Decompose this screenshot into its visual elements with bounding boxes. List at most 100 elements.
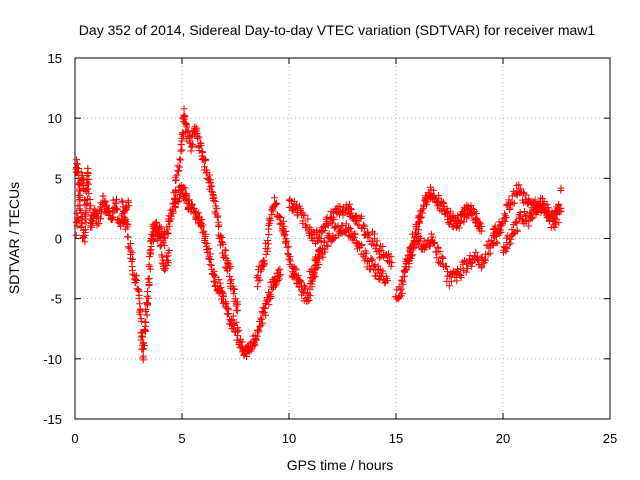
data-point — [143, 311, 151, 319]
data-point — [481, 255, 489, 263]
data-point — [294, 272, 302, 280]
data-point — [73, 160, 81, 168]
data-point — [207, 187, 215, 195]
data-point — [320, 237, 328, 245]
data-point — [149, 236, 157, 244]
data-point — [220, 292, 228, 300]
data-point — [416, 219, 424, 227]
data-point — [164, 229, 172, 237]
data-point — [408, 252, 416, 260]
data-point — [280, 222, 288, 230]
data-point — [203, 249, 211, 257]
data-point — [213, 213, 221, 221]
data-point — [181, 113, 189, 121]
data-point — [346, 200, 354, 208]
data-point — [165, 222, 173, 230]
data-point — [180, 183, 188, 191]
x-axis-label: GPS time / hours — [287, 457, 394, 473]
data-point — [489, 241, 497, 249]
data-point — [309, 266, 317, 274]
data-point — [218, 239, 226, 247]
data-point — [144, 275, 152, 283]
data-point — [285, 255, 293, 263]
data-point — [188, 142, 196, 150]
data-point — [522, 191, 530, 199]
data-point — [201, 157, 209, 165]
data-point — [305, 297, 313, 305]
data-point — [174, 167, 182, 175]
data-point — [225, 306, 233, 314]
data-point — [195, 133, 203, 141]
data-point — [455, 224, 463, 232]
data-point — [197, 142, 205, 150]
data-point — [464, 264, 472, 272]
data-point — [76, 191, 84, 199]
data-point — [315, 260, 323, 268]
data-point — [183, 192, 191, 200]
data-point — [434, 243, 442, 251]
data-point — [217, 232, 225, 240]
data-point — [99, 192, 107, 200]
data-point — [468, 262, 476, 270]
data-point — [279, 217, 287, 225]
data-point — [161, 266, 169, 274]
data-point — [330, 234, 338, 242]
data-point — [81, 215, 89, 223]
data-point — [460, 218, 468, 226]
data-point — [457, 271, 465, 279]
data-point — [234, 332, 242, 340]
data-point — [421, 245, 429, 253]
data-point — [162, 265, 170, 273]
data-point — [228, 276, 236, 284]
data-point — [82, 219, 90, 227]
data-point — [321, 248, 329, 256]
data-point — [502, 214, 510, 222]
data-point — [180, 105, 188, 113]
data-point — [478, 222, 486, 230]
data-point — [331, 224, 339, 232]
data-point — [310, 269, 318, 277]
data-point — [76, 181, 84, 189]
data-point — [178, 146, 186, 154]
data-point — [474, 252, 482, 260]
data-point — [119, 203, 127, 211]
data-point — [267, 217, 275, 225]
data-point — [275, 272, 283, 280]
data-point — [555, 219, 563, 227]
data-point — [158, 259, 166, 267]
data-point — [257, 314, 265, 322]
data-point — [376, 254, 384, 262]
data-point — [195, 209, 203, 217]
data-point — [502, 212, 510, 220]
data-point — [436, 247, 444, 255]
data-point — [167, 215, 175, 223]
data-point — [205, 171, 213, 179]
data-point — [301, 211, 309, 219]
data-point — [387, 252, 395, 260]
data-point — [312, 256, 320, 264]
data-point — [537, 194, 545, 202]
data-point — [448, 213, 456, 221]
data-point — [324, 221, 332, 229]
data-point — [323, 241, 331, 249]
data-point — [83, 176, 91, 184]
data-point — [74, 164, 82, 172]
data-point — [432, 248, 440, 256]
data-point — [83, 195, 91, 203]
data-point — [206, 261, 214, 269]
data-point — [143, 300, 151, 308]
data-point — [164, 256, 172, 264]
data-point — [215, 276, 223, 284]
data-point — [267, 292, 275, 300]
data-point — [211, 273, 219, 281]
data-point — [477, 264, 485, 272]
data-point — [453, 277, 461, 285]
data-point — [207, 255, 215, 263]
data-point — [286, 253, 294, 261]
data-point — [297, 278, 305, 286]
data-point — [528, 214, 536, 222]
data-point — [232, 318, 240, 326]
data-point — [377, 247, 385, 255]
data-point — [222, 300, 230, 308]
data-point — [258, 316, 266, 324]
